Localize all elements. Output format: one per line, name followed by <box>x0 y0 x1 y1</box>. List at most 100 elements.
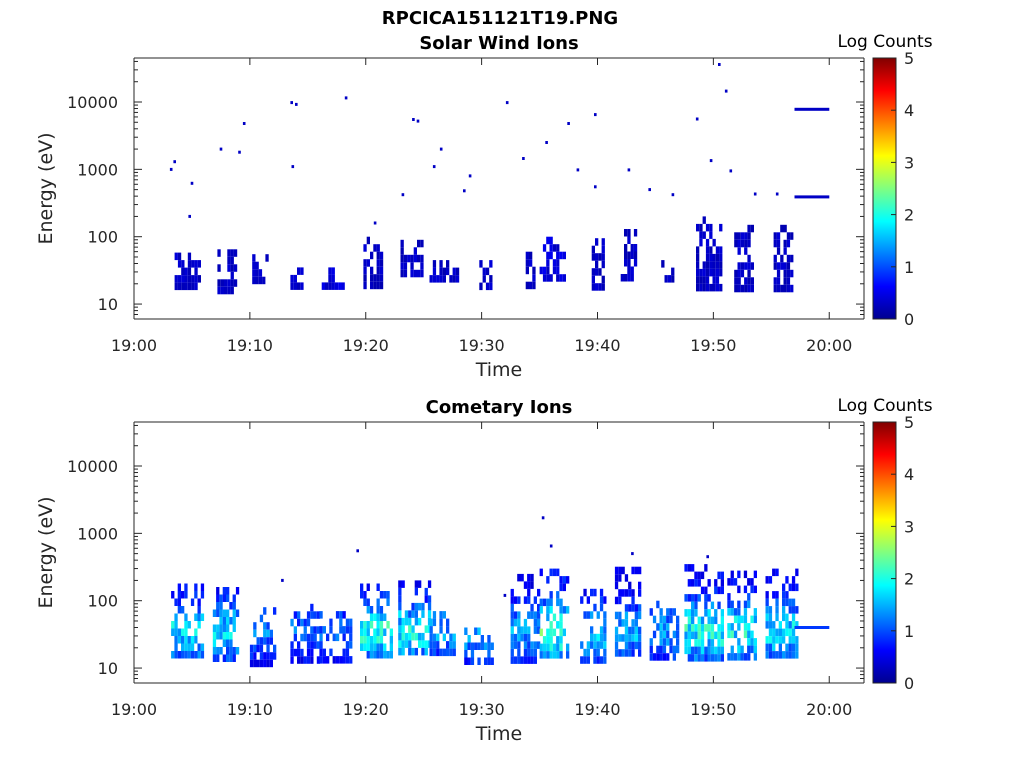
heatmap-cell <box>253 622 257 630</box>
heatmap-cell <box>171 621 175 629</box>
heatmap-cell <box>631 649 635 657</box>
heatmap-cell <box>795 583 799 592</box>
heatmap-cell <box>322 656 326 664</box>
heatmap-cell <box>510 611 514 619</box>
heatmap-cell <box>421 632 425 641</box>
heatmap-cell <box>714 646 718 655</box>
heatmap-cell <box>737 645 741 654</box>
heatmap-cluster <box>171 583 205 659</box>
heatmap-cell <box>212 632 217 640</box>
heatmap-cell <box>753 585 757 594</box>
heatmap-cell <box>624 649 629 657</box>
heatmap-cell <box>753 570 757 579</box>
heatmap-cell <box>487 657 491 665</box>
heatmap-cell <box>559 274 563 282</box>
heatmap-cell <box>310 648 314 657</box>
heatmap-cell <box>413 247 417 255</box>
heatmap-cell <box>363 281 367 290</box>
heatmap-cell <box>549 568 553 577</box>
heatmap-cell <box>429 633 433 642</box>
heatmap-cell <box>730 630 734 639</box>
heatmap-cell <box>366 259 370 267</box>
heatmap-cell <box>786 277 791 285</box>
heatmap-cell <box>773 232 777 240</box>
heatmap-cell <box>595 253 599 261</box>
heatmap-cell <box>666 653 670 661</box>
heatmap-cell <box>694 609 698 617</box>
heatmap-cell <box>714 654 718 662</box>
heatmap-cell <box>705 253 710 262</box>
heatmap-cell <box>603 656 607 664</box>
heatmap-cell <box>328 274 332 283</box>
heatmap-cell <box>556 259 560 267</box>
heatmap-cell <box>624 634 629 642</box>
heatmap-cell <box>376 598 380 606</box>
heatmap-cell <box>273 652 277 660</box>
heatmap-cell <box>300 648 304 657</box>
heatmap-cell <box>523 641 528 649</box>
heatmap-cell <box>618 589 622 597</box>
heatmap-cell <box>737 277 741 285</box>
heatmap-cell <box>533 618 537 627</box>
heatmap-cell <box>227 279 231 287</box>
y-tick-label: 1000 <box>77 160 118 179</box>
heatmap-cell <box>591 253 595 261</box>
heatmap-cell <box>712 276 716 284</box>
heatmap-cell <box>319 611 323 619</box>
heatmap-cell <box>510 618 514 627</box>
heatmap-cell <box>400 254 404 263</box>
heatmap-cell <box>778 621 782 629</box>
x-tick-label: 19:50 <box>690 336 736 355</box>
heatmap-cell <box>439 648 443 657</box>
heatmap-cell <box>699 283 703 292</box>
heatmap-cell <box>601 275 605 284</box>
heatmap-cell <box>633 251 638 259</box>
heatmap-cell <box>418 580 422 588</box>
heatmap-cell <box>446 267 450 276</box>
heatmap-cell <box>401 580 405 588</box>
heatmap-cell <box>593 588 597 597</box>
heatmap-cell <box>525 266 529 275</box>
heatmap-cell <box>370 274 374 282</box>
heatmap-cell <box>487 650 491 658</box>
heatmap-cell <box>618 619 622 627</box>
colorbar-tick-label: 5 <box>904 49 914 68</box>
colorbar-tick-label: 2 <box>904 570 914 589</box>
heatmap-cell <box>667 275 672 283</box>
heatmap-cell <box>407 254 411 263</box>
heatmap-cell <box>598 253 602 261</box>
heatmap-cell <box>709 253 713 262</box>
x-axis-label: Time <box>475 723 523 745</box>
heatmap-cell <box>398 632 402 641</box>
heatmap-cell <box>446 618 450 627</box>
heatmap-cell <box>181 636 185 644</box>
heatmap-data <box>171 516 830 668</box>
heatmap-cell <box>432 618 437 627</box>
heatmap-cell <box>603 626 607 634</box>
heatmap-cell <box>408 617 412 626</box>
heatmap-cell <box>744 239 748 248</box>
heatmap-cell <box>259 659 264 668</box>
heatmap-cell <box>664 275 668 283</box>
heatmap-cell <box>704 646 708 655</box>
heatmap-cell <box>776 247 781 255</box>
heatmap-cell <box>383 628 387 636</box>
heatmap-cell <box>614 596 619 605</box>
heatmap-cell <box>720 646 724 655</box>
heatmap-cell <box>631 604 635 612</box>
heatmap-cell <box>376 628 380 636</box>
heatmap-cell <box>184 651 188 659</box>
heatmap-cell <box>411 632 415 641</box>
heatmap-cell <box>436 641 440 649</box>
heatmap-cell <box>194 628 198 636</box>
heatmap-cell <box>474 642 478 650</box>
heatmap-cell <box>750 638 754 646</box>
heatmap-cell <box>439 626 443 634</box>
heatmap-cell <box>546 274 550 282</box>
heatmap-cell <box>768 576 773 584</box>
heatmap-cell <box>306 656 311 664</box>
heatmap-cell <box>417 239 421 248</box>
heatmap-cell <box>717 586 721 595</box>
heatmap-cell <box>232 594 236 602</box>
heatmap-cell <box>266 659 270 668</box>
